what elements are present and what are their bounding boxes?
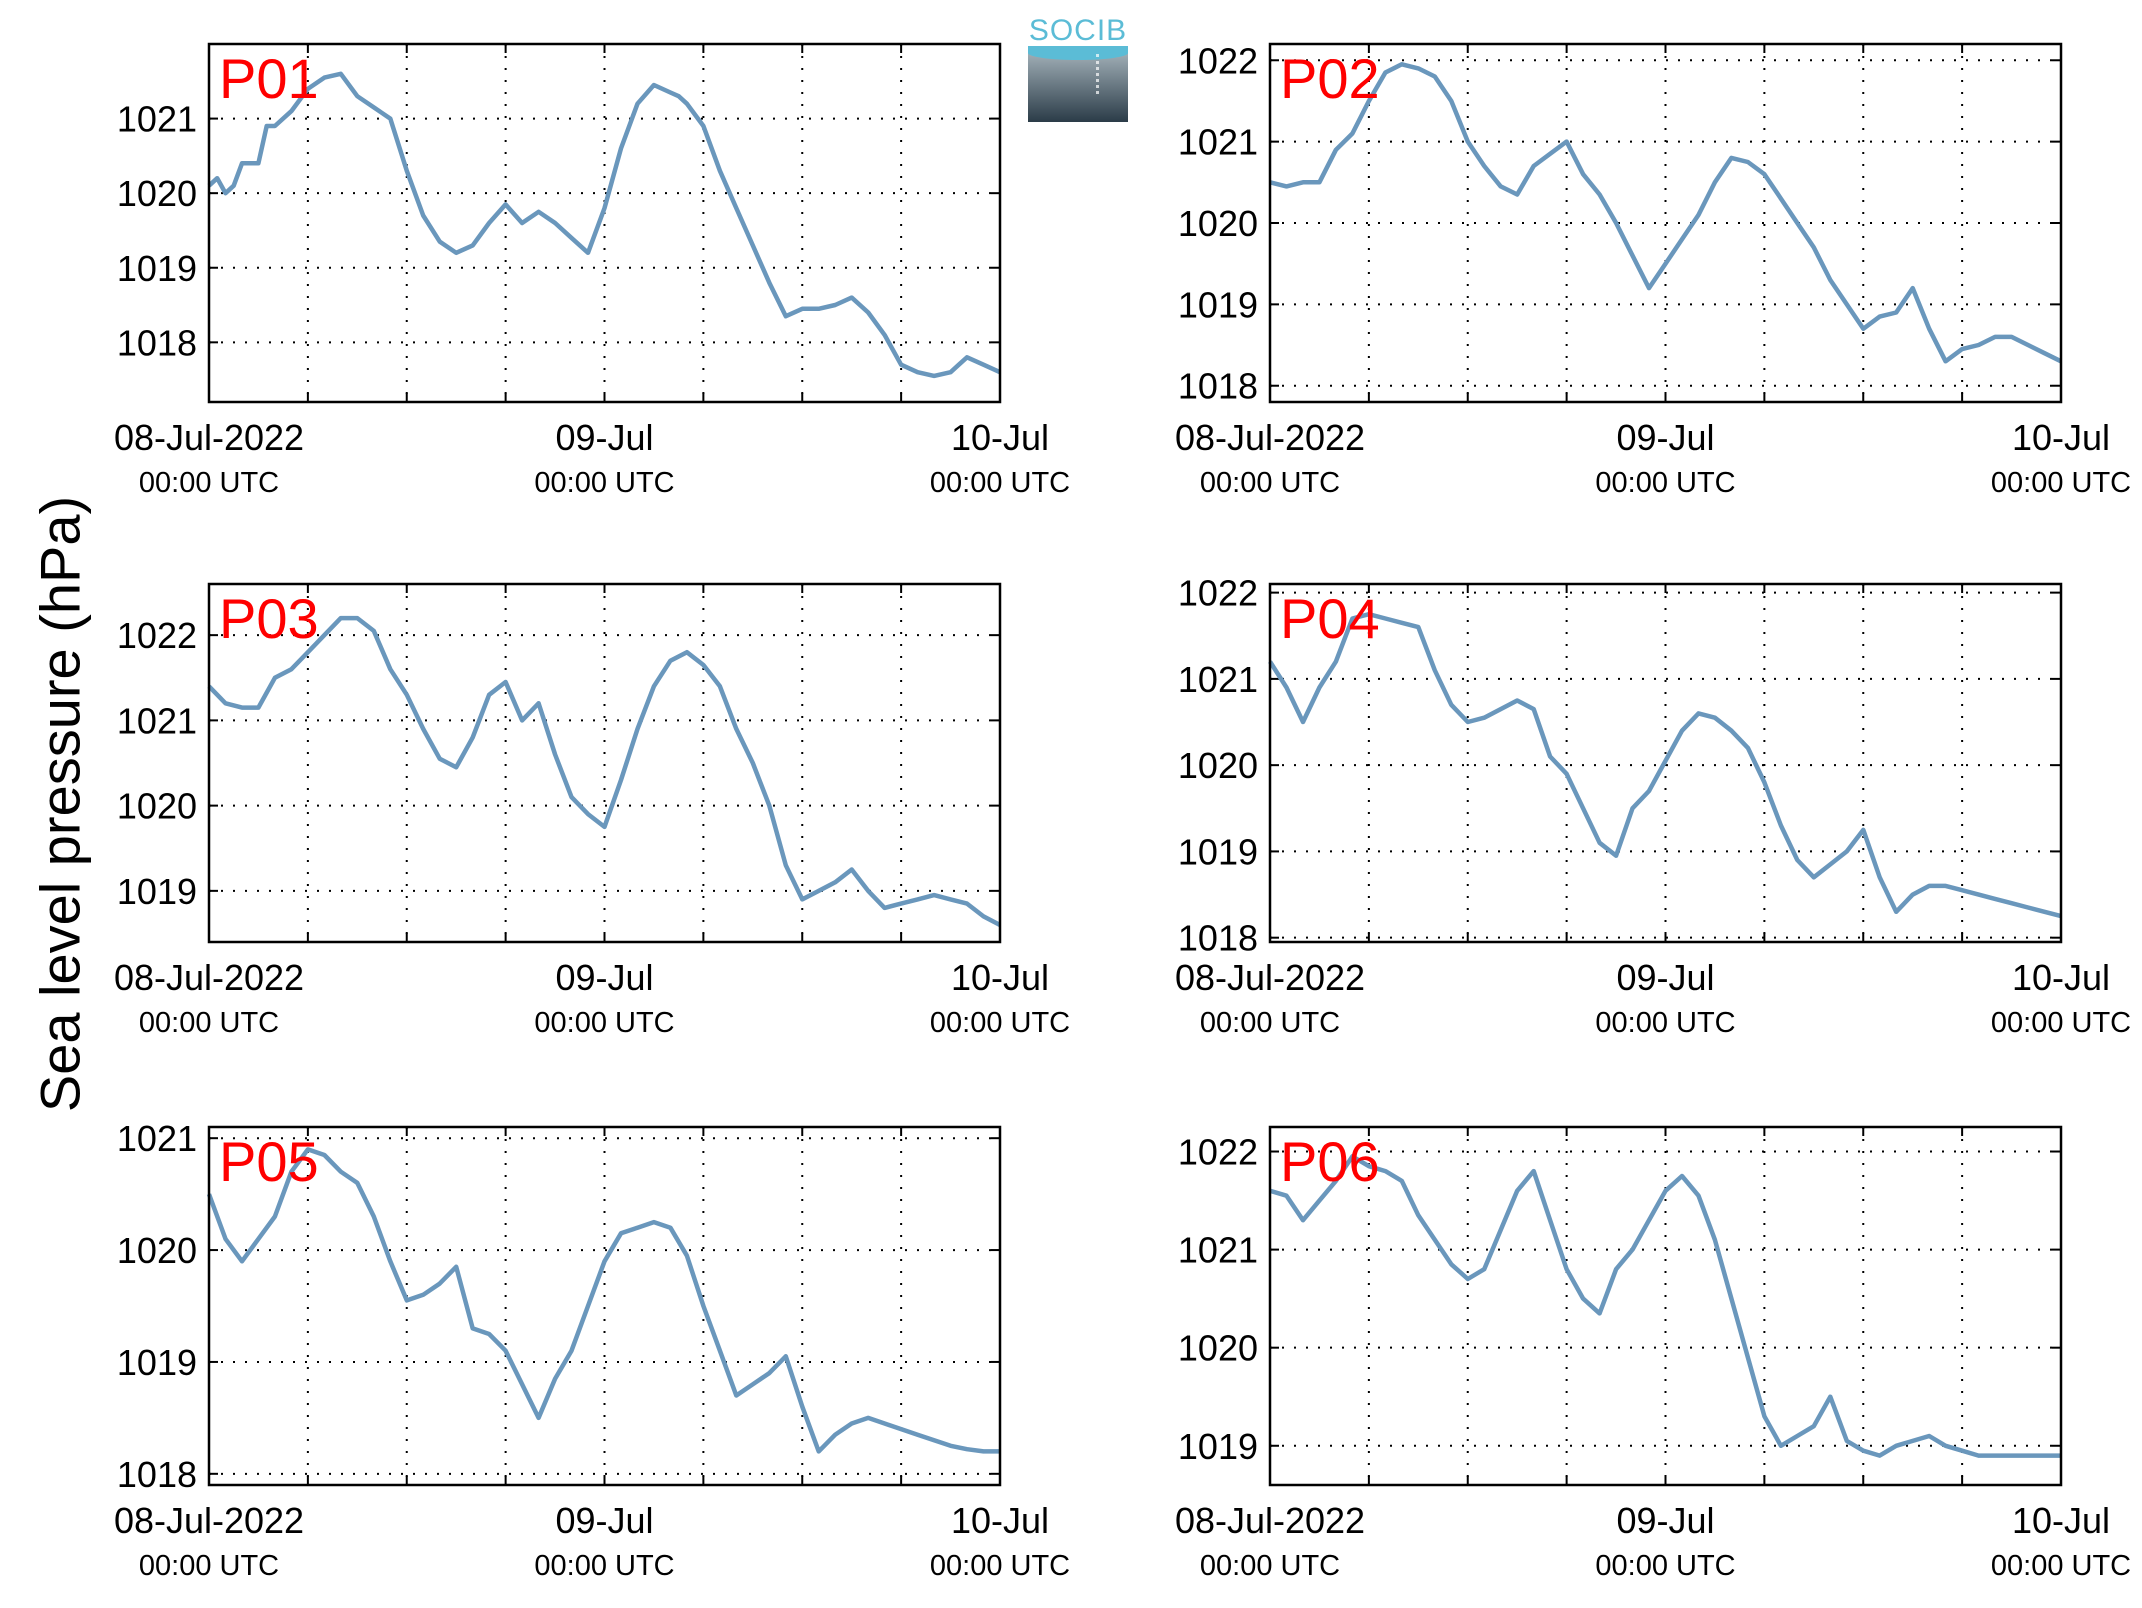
y-tick-label: 1020 xyxy=(117,173,197,214)
y-tick-label: 1018 xyxy=(117,1454,197,1495)
x-tick-label: 08-Jul-2022 xyxy=(114,1500,304,1541)
y-tick-label: 1021 xyxy=(1178,659,1258,700)
panel-label: P06 xyxy=(1280,1130,1380,1193)
y-tick-label: 1019 xyxy=(1178,1426,1258,1467)
chart-panel-p06: 1019 1020 1021 1022 P06 08-Jul-2022 00:00 UTC 0… xyxy=(1175,1125,2131,1582)
chart-panel-p03: 1019 1020 1021 1022 P03 08-Jul-2022 00:00 UTC 0… xyxy=(114,582,1070,1039)
logo-dots-icon xyxy=(1096,54,1099,94)
x-tick-sublabel: 00:00 UTC xyxy=(1991,1007,2131,1039)
y-tick-label: 1022 xyxy=(1178,40,1258,81)
x-tick-label: 08-Jul-2022 xyxy=(114,957,304,998)
x-tick-sublabel: 00:00 UTC xyxy=(930,1007,1070,1039)
x-tick-sublabel: 00:00 UTC xyxy=(1200,1550,1340,1582)
x-tick-label: 10-Jul xyxy=(951,417,1049,458)
x-tick-sublabel: 00:00 UTC xyxy=(139,1007,279,1039)
y-tick-label: 1021 xyxy=(117,1118,197,1159)
x-tick-label: 09-Jul xyxy=(1616,1500,1714,1541)
x-tick-sublabel: 00:00 UTC xyxy=(1200,467,1340,499)
y-tick-label: 1018 xyxy=(1178,918,1258,959)
y-tick-label: 1019 xyxy=(117,871,197,912)
y-tick-label: 1022 xyxy=(1178,1132,1258,1173)
x-tick-sublabel: 00:00 UTC xyxy=(930,1550,1070,1582)
panel-label: P05 xyxy=(219,1130,319,1193)
x-tick-label: 10-Jul xyxy=(2012,417,2110,458)
plot-frame xyxy=(207,42,1002,404)
x-tick-sublabel: 00:00 UTC xyxy=(139,467,279,499)
y-axis-label: Sea level pressure (hPa) xyxy=(28,495,92,1113)
series-line-p03 xyxy=(207,615,1002,927)
x-tick-sublabel: 00:00 UTC xyxy=(1595,1550,1735,1582)
x-tick-label: 09-Jul xyxy=(555,957,653,998)
y-tick-label: 1022 xyxy=(117,615,197,656)
panel-label: P04 xyxy=(1280,587,1380,650)
y-tick-label: 1020 xyxy=(1178,203,1258,244)
x-tick-label: 09-Jul xyxy=(555,1500,653,1541)
x-tick-sublabel: 00:00 UTC xyxy=(1991,1550,2131,1582)
y-tick-label: 1020 xyxy=(1178,1328,1258,1369)
plot-frame xyxy=(207,1125,1002,1487)
x-tick-label: 10-Jul xyxy=(951,1500,1049,1541)
y-tick-label: 1020 xyxy=(117,786,197,827)
y-tick-label: 1021 xyxy=(117,99,197,140)
y-tick-label: 1019 xyxy=(117,248,197,289)
x-tick-sublabel: 00:00 UTC xyxy=(534,1550,674,1582)
panel-label: P03 xyxy=(219,587,319,650)
y-tick-label: 1021 xyxy=(1178,1230,1258,1271)
series-line-p02 xyxy=(1269,62,2062,364)
plot-frame xyxy=(1268,1125,2063,1487)
plot-frame xyxy=(1268,42,2063,404)
x-tick-sublabel: 00:00 UTC xyxy=(1200,1007,1340,1039)
series-line-p05 xyxy=(206,1147,1000,1454)
series-line-p01 xyxy=(207,71,1001,379)
y-tick-label: 1018 xyxy=(117,322,197,363)
x-tick-sublabel: 00:00 UTC xyxy=(534,467,674,499)
logo-text: SOCIB xyxy=(1028,14,1128,47)
x-tick-label: 10-Jul xyxy=(951,957,1049,998)
x-tick-sublabel: 00:00 UTC xyxy=(1991,467,2131,499)
y-tick-label: 1020 xyxy=(1178,745,1258,786)
x-tick-label: 08-Jul-2022 xyxy=(114,417,304,458)
x-tick-sublabel: 00:00 UTC xyxy=(139,1550,279,1582)
y-tick-label: 1022 xyxy=(1178,573,1258,614)
chart-panel-p04: 1018 1019 1020 1021 1022 P04 08-Jul-2022 00:00 … xyxy=(1175,573,2131,1039)
chart-panel-p05: 1018 1019 1020 1021 P05 08-Jul-2022 00:00 UTC 0… xyxy=(114,1118,1070,1582)
plot-frame xyxy=(1268,582,2063,944)
x-tick-label: 09-Jul xyxy=(1616,957,1714,998)
x-tick-label: 09-Jul xyxy=(555,417,653,458)
panel-label: P01 xyxy=(219,47,319,110)
plot-frame xyxy=(207,582,1002,944)
x-tick-label: 09-Jul xyxy=(1616,417,1714,458)
x-tick-label: 10-Jul xyxy=(2012,957,2110,998)
y-tick-label: 1020 xyxy=(117,1230,197,1271)
chart-panel-p01: 1018 1019 1020 1021 P01 08-Jul-2022 00:00 UTC 0… xyxy=(114,42,1070,499)
y-tick-label: 1021 xyxy=(117,700,197,741)
x-tick-sublabel: 00:00 UTC xyxy=(1595,467,1735,499)
y-tick-label: 1019 xyxy=(1178,284,1258,325)
y-tick-label: 1019 xyxy=(1178,831,1258,872)
series-line-p06 xyxy=(1269,1154,2061,1458)
socib-logo: SOCIB xyxy=(1028,14,1128,122)
logo-graphic xyxy=(1028,50,1128,122)
x-tick-label: 10-Jul xyxy=(2012,1500,2110,1541)
y-tick-label: 1021 xyxy=(1178,122,1258,163)
x-tick-label: 08-Jul-2022 xyxy=(1175,957,1365,998)
panel-label: P02 xyxy=(1280,47,1380,110)
y-tick-label: 1019 xyxy=(117,1342,197,1383)
x-tick-sublabel: 00:00 UTC xyxy=(1595,1007,1735,1039)
logo-wave-icon xyxy=(1028,46,1128,60)
x-tick-sublabel: 00:00 UTC xyxy=(534,1007,674,1039)
y-tick-label: 1018 xyxy=(1178,366,1258,407)
x-tick-sublabel: 00:00 UTC xyxy=(930,467,1070,499)
x-tick-label: 08-Jul-2022 xyxy=(1175,1500,1365,1541)
x-tick-label: 08-Jul-2022 xyxy=(1175,417,1365,458)
series-line-p04 xyxy=(1268,611,2062,919)
chart-panel-p02: 1018 1019 1020 1021 1022 P02 08-Jul-2022 00:00 … xyxy=(1175,40,2131,499)
